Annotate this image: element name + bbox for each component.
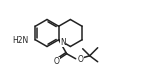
Text: O: O [78, 55, 83, 64]
Text: H2N: H2N [12, 36, 28, 45]
Text: O: O [54, 57, 60, 66]
Text: N: N [60, 38, 66, 47]
